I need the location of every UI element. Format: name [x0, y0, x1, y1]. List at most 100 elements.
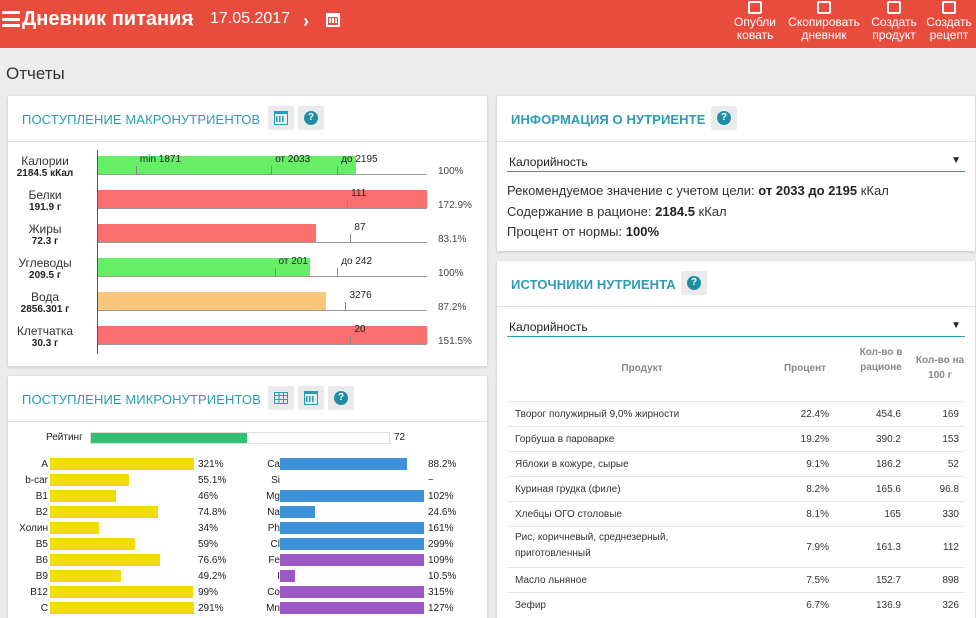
macro-threshold-tick [337, 268, 339, 277]
copy-icon [817, 1, 831, 14]
micro-bar-track [50, 458, 194, 470]
macro-value: 72.3 г [31, 236, 59, 247]
table-row[interactable]: Масло льняное 7.5% 152.7 898 [507, 567, 965, 592]
table-row[interactable]: Хлебцы ОГО столовые 8.1% 165 330 [507, 501, 965, 526]
cell-product: Зефир [515, 599, 546, 611]
micro-bar [280, 570, 296, 582]
macro-threshold-tick [345, 302, 347, 311]
macro-percent: 83.1% [438, 234, 467, 245]
micro-table-button[interactable] [268, 386, 294, 410]
macro-threshold-tick [337, 166, 339, 175]
micro-percent: 46% [198, 491, 219, 502]
macro-row: Клетчатка 30.3 г 151.5% 20 [0, 322, 488, 356]
cell-percent: 8.2% [806, 483, 829, 495]
top-bar: Дневник питания ‹ 17.05.2017 › Опубли ко… [0, 0, 976, 48]
table-icon [274, 392, 288, 404]
micro-calendar-button[interactable] [298, 386, 324, 410]
micro-row: B1 46% [0, 490, 480, 503]
cell-per100: 52 [947, 458, 959, 470]
micro-row: Si ~ [0, 474, 480, 487]
cell-percent: 7.5% [806, 574, 829, 586]
table-row[interactable]: Творог полужирный 9,0% жирности 22.4% 454.… [507, 401, 965, 426]
table-row[interactable]: Яблоки в кожуре, сырые 9.1% 186.2 52 [507, 451, 965, 476]
nutrient-info-panel: ИНФОРМАЦИЯ О НУТРИЕНТЕ ? Калорийность ▼ … [497, 96, 975, 251]
calendar-icon[interactable] [326, 13, 340, 27]
cell-product: Хлебцы ОГО столовые [515, 508, 622, 520]
micro-help-button[interactable]: ? [328, 386, 354, 410]
micro-bar-track [50, 602, 194, 614]
new-document-icon [887, 1, 901, 14]
macro-name: Калории [21, 154, 69, 168]
column-header-amount[interactable]: Кол-во в рационе [859, 347, 903, 373]
micro-percent: 102% [428, 491, 454, 502]
macro-percent: 100% [438, 166, 464, 177]
micro-bar [280, 458, 407, 470]
panel-title: ИНФОРМАЦИЯ О НУТРИЕНТЕ [511, 112, 706, 127]
micro-bar-track [50, 474, 194, 486]
micro-percent: 127% [428, 603, 454, 614]
create-recipe-button[interactable]: Создать рецепт [924, 0, 974, 48]
sources-nutrient-select[interactable]: Калорийность ▼ [507, 315, 965, 337]
micro-bar [50, 506, 158, 518]
cell-amount: 454.6 [875, 408, 901, 420]
micro-bar [280, 586, 424, 598]
chevron-right-icon[interactable]: › [303, 11, 309, 31]
micro-name: A [41, 459, 48, 470]
nutrient-select[interactable]: Калорийность ▼ [507, 150, 965, 172]
create-product-button[interactable]: Создать продукт [867, 0, 921, 48]
micro-row: B6 76.6% [0, 554, 480, 567]
micro-percent: 24.6% [428, 507, 457, 518]
macro-bar [97, 326, 427, 345]
column-header-product[interactable]: Продукт [621, 363, 663, 374]
chef-icon [942, 1, 956, 14]
menu-icon[interactable] [2, 11, 20, 27]
micro-row: B12 99% [0, 586, 480, 599]
column-header-percent[interactable]: Процент [783, 363, 827, 374]
micro-row: Co 315% [0, 586, 480, 599]
macro-calendar-button[interactable] [268, 106, 294, 130]
micro-bar-track [280, 538, 424, 550]
current-date[interactable]: 17.05.2017 [210, 10, 291, 27]
megaphone-icon [748, 1, 762, 14]
calendar-icon [274, 111, 288, 125]
micro-bar [280, 554, 424, 566]
micro-name: Mn [266, 603, 280, 614]
micro-row: Mn 127% [0, 602, 480, 615]
micro-name: I [277, 571, 280, 582]
micro-bar-track [280, 458, 424, 470]
micro-bar-track [280, 474, 424, 486]
macro-percent: 100% [438, 268, 464, 279]
column-header-per100[interactable]: Кол-во на 100 г [915, 355, 965, 381]
info-help-button[interactable]: ? [711, 106, 737, 130]
rating-label: Рейтинг [46, 432, 83, 443]
cell-per100: 330 [942, 508, 959, 520]
cell-product: Рис, коричневый, среднезерный, приготовл… [515, 532, 669, 559]
sources-help-button[interactable]: ? [681, 271, 707, 295]
micro-name: Mg [266, 491, 280, 502]
micro-percent: 99% [198, 587, 219, 598]
micro-row: I 10.5% [0, 570, 480, 583]
table-row[interactable]: Зефир 6.7% 136.9 326 [507, 592, 965, 617]
macro-bar [97, 190, 427, 209]
macro-baseline [97, 310, 427, 311]
macro-threshold-label: 20 [354, 324, 366, 335]
table-row[interactable]: Горбуша в пароварке 19.2% 390.2 153 [507, 426, 965, 451]
micro-name: B1 [35, 491, 48, 502]
micro-bar-track [280, 554, 424, 566]
cell-per100: 169 [942, 408, 959, 420]
copy-diary-button[interactable]: Скопировать дневник [784, 0, 864, 48]
chevron-left-icon[interactable]: ‹ [188, 11, 194, 31]
table-row[interactable]: Куриная грудка (филе) 8.2% 165.6 96.8 [507, 476, 965, 501]
table-row[interactable]: Рис, коричневый, среднезерный, приготовл… [507, 526, 965, 567]
publish-button[interactable]: Опубли ковать [730, 0, 780, 48]
macro-help-button[interactable]: ? [298, 106, 324, 130]
micro-bar-track [280, 586, 424, 598]
macro-baseline [97, 276, 427, 277]
macro-bar-track [97, 224, 427, 243]
panel-title: ПОСТУПЛЕНИЕ МАКРОНУТРИЕНТОВ [22, 112, 261, 127]
cell-amount: 186.2 [875, 458, 901, 470]
micro-bar-track [280, 490, 424, 502]
macro-value: 209.5 г [29, 270, 61, 281]
cell-product: Куриная грудка (филе) [515, 483, 621, 495]
macro-threshold-tick [350, 336, 352, 345]
